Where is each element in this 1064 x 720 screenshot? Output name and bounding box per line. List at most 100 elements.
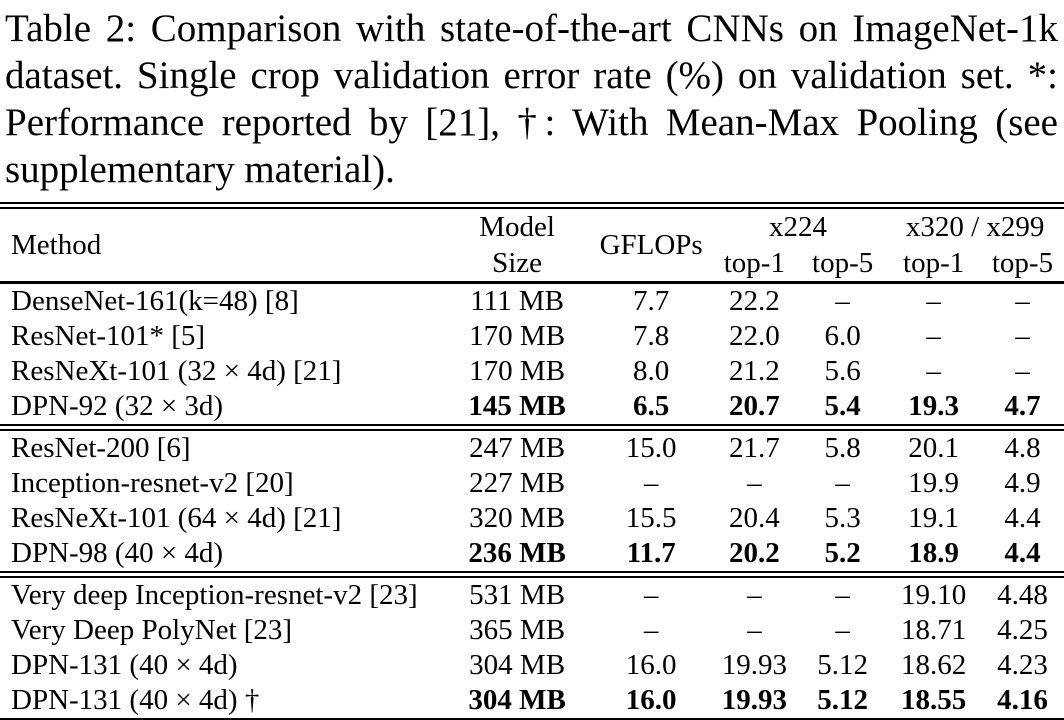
header-gflops: GFLOPs [599, 229, 703, 261]
cell-top5-x224: – [835, 614, 850, 646]
cell-top5-x224: 5.6 [824, 355, 861, 387]
cell-model-size: 227 MB [469, 467, 566, 499]
table-row: DenseNet-161(k=48) [8] 111 MB 7.7 22.2 – – – [0, 283, 1064, 320]
cell-top1-x224: 22.2 [728, 285, 780, 317]
cell-top5-x224: 5.4 [799, 389, 887, 431]
cell-top5-x320: – [1015, 320, 1030, 352]
cell-gflops: 15.5 [625, 502, 677, 534]
header-top1-x320: top-1 [903, 247, 965, 279]
cell-top1-x320: – [926, 355, 941, 387]
cell-gflops: – [643, 579, 659, 611]
table-row: ResNet-200 [6] 247 MB 15.0 21.7 5.8 20.1 4.8 [0, 428, 1064, 467]
cell-model-size: 111 MB [470, 285, 564, 317]
cell-method: ResNet-101* [5] [11, 320, 206, 352]
table-row: Very deep Inception-resnet-v2 [23] 531 MB… [0, 575, 1064, 614]
cell-top1-x224: 21.7 [728, 432, 780, 464]
cell-gflops: – [643, 467, 659, 499]
cell-gflops: 15.0 [625, 432, 677, 464]
cell-top1-x320: 19.10 [901, 579, 967, 611]
header-group-x320-x299: x320 / x299 [905, 211, 1045, 243]
cell-top1-x320: 19.1 [908, 502, 959, 534]
cell-gflops: 7.8 [633, 320, 670, 352]
cell-gflops: 8.0 [633, 355, 670, 387]
table-caption: Table 2: Comparison with state-of-the-ar… [5, 7, 1058, 191]
cell-gflops: – [643, 614, 659, 646]
cell-model-size: 304 MB [469, 649, 566, 681]
cell-top1-x320: – [926, 285, 941, 317]
cell-method: ResNet-200 [6] [11, 432, 191, 464]
cell-top5-x320: 4.9 [1004, 467, 1041, 499]
cell-top1-x320: 18.55 [901, 684, 967, 716]
cell-top5-x224: 5.12 [817, 649, 869, 681]
cell-gflops: 16.0 [625, 649, 677, 681]
cell-top5-x224: – [835, 579, 850, 611]
cell-top1-x320: 19.9 [908, 467, 959, 499]
cell-top5-x224: 6.0 [824, 320, 861, 352]
cell-top5-x320: 4.4 [980, 536, 1064, 578]
cell-method: DPN-98 (40 × 4d) [0, 536, 442, 578]
cell-top5-x320: 4.48 [997, 579, 1048, 611]
table-row: DPN-98 (40 × 4d) 236 MB 11.7 20.2 5.2 18.9 4.4 [0, 536, 1064, 578]
cell-top5-x320: 4.7 [980, 389, 1064, 431]
cell-top1-x320: 18.62 [901, 649, 967, 681]
cell-gflops: 6.5 [592, 389, 710, 431]
cell-method: Very deep Inception-resnet-v2 [23] [11, 579, 418, 611]
cell-gflops: 11.7 [592, 536, 710, 578]
cell-top1-x320: 18.9 [886, 536, 981, 578]
header-method: Method [11, 229, 102, 261]
cell-model-size: 145 MB [441, 389, 593, 431]
cell-top5-x224: 5.3 [824, 502, 861, 534]
cell-top5-x224: 5.2 [799, 536, 887, 578]
cell-top1-x224: 19.93 [721, 649, 787, 681]
cell-model-size: 170 MB [469, 355, 566, 387]
cell-top5-x224: 5.8 [824, 432, 861, 464]
cell-top5-x320: – [1015, 285, 1030, 317]
cell-gflops: 16.0 [625, 684, 677, 716]
header-top1-x224: top-1 [723, 247, 785, 279]
cell-top1-x224: – [747, 579, 762, 611]
table-row: DPN-131 (40 × 4d) 304 MB 16.0 19.93 5.12 18.6… [0, 648, 1064, 683]
cell-top1-x224: 20.7 [709, 389, 800, 431]
cell-top5-x224: – [835, 467, 850, 499]
table-row: DPN-131 (40 × 4d) † 304 MB 16.0 19.93 5.12 18… [0, 683, 1064, 720]
cell-top1-x224: 22.0 [728, 320, 780, 352]
table-row: Very Deep PolyNet [23] 365 MB – – – 18.71 4.25 [0, 613, 1064, 648]
cell-method: DPN-131 (40 × 4d) [11, 649, 238, 681]
header-row-top: Method Model GFLOPs x224 x320 / x299 [0, 206, 1064, 261]
cell-method: ResNeXt-101 (32 × 4d) [21] [11, 355, 342, 387]
header-top5-x320: top-5 [991, 247, 1054, 279]
cell-model-size: 304 MB [468, 684, 566, 716]
cell-top1-x320: 20.1 [908, 432, 959, 464]
header-group-x224: x224 [768, 211, 827, 243]
table-row: ResNeXt-101 (64 × 4d) [21] 320 MB 15.5 20.4… [0, 501, 1064, 536]
cell-top5-x320: 4.25 [997, 614, 1048, 646]
cell-top1-x224: – [747, 614, 762, 646]
header-model-size-line2: Size [492, 247, 543, 279]
cell-method: DPN-131 (40 × 4d) † [11, 684, 260, 716]
header-model-size-line1: Model [479, 211, 555, 243]
cell-top5-x320: 4.8 [1004, 432, 1041, 464]
cell-top5-x320: 4.23 [997, 649, 1048, 681]
table-header: Method Model GFLOPs x224 x320 / x299 Siz… [0, 206, 1064, 283]
cell-top5-x320: 4.16 [997, 684, 1048, 716]
cell-method: Very Deep PolyNet [23] [11, 614, 293, 646]
cell-method: ResNeXt-101 (64 × 4d) [21] [11, 502, 342, 534]
cell-model-size: 170 MB [469, 320, 566, 352]
cell-top5-x320: 4.4 [1004, 502, 1041, 534]
table-row: Inception-resnet-v2 [20] 227 MB – – – 19.9 4.9 [0, 466, 1064, 501]
header-top5-x224: top-5 [812, 247, 874, 279]
cell-top1-x320: 19.3 [886, 389, 981, 431]
results-table: Method Model GFLOPs x224 x320 / x299 Siz… [0, 202, 1064, 720]
cell-top1-x224: 20.2 [709, 536, 800, 578]
table-row: ResNet-101* [5] 170 MB 7.8 22.0 6.0 – – [0, 319, 1064, 354]
cell-top1-x224: – [747, 467, 762, 499]
cell-model-size: 247 MB [469, 432, 566, 464]
table-row: DPN-92 (32 × 3d) 145 MB 6.5 20.7 5.4 19.3 4.7 [0, 389, 1064, 431]
cell-model-size: 236 MB [441, 536, 593, 578]
table-body: DenseNet-161(k=48) [8] 111 MB 7.7 22.2– – – Re… [0, 283, 1064, 720]
header-row-bottom: Size top-1 top-5 top-1 top-5 [0, 245, 1064, 283]
cell-top5-x224: – [835, 285, 850, 317]
cell-top5-x320: – [1015, 355, 1030, 387]
cell-top1-x224: 20.4 [728, 502, 780, 534]
cell-top5-x224: 5.12 [817, 684, 869, 716]
